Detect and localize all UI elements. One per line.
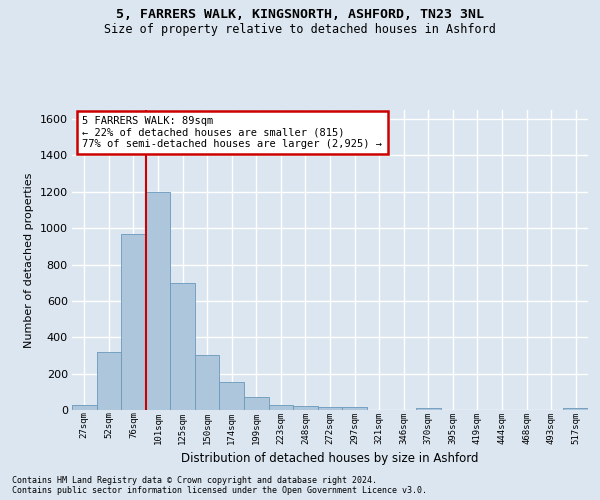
Bar [220, 382, 244, 410]
Bar [318, 408, 342, 410]
Bar [170, 282, 195, 410]
Bar [97, 352, 121, 410]
Text: 5, FARRERS WALK, KINGSNORTH, ASHFORD, TN23 3NL: 5, FARRERS WALK, KINGSNORTH, ASHFORD, TN… [116, 8, 484, 20]
Bar [195, 354, 220, 410]
Bar [244, 398, 269, 410]
X-axis label: Distribution of detached houses by size in Ashford: Distribution of detached houses by size … [181, 452, 479, 465]
Bar [72, 404, 97, 410]
Bar [269, 404, 293, 410]
Bar [121, 234, 146, 410]
Bar [416, 408, 440, 410]
Text: Contains HM Land Registry data © Crown copyright and database right 2024.: Contains HM Land Registry data © Crown c… [12, 476, 377, 485]
Bar [293, 406, 318, 410]
Bar [146, 192, 170, 410]
Text: 5 FARRERS WALK: 89sqm
← 22% of detached houses are smaller (815)
77% of semi-det: 5 FARRERS WALK: 89sqm ← 22% of detached … [82, 116, 382, 149]
Text: Contains public sector information licensed under the Open Government Licence v3: Contains public sector information licen… [12, 486, 427, 495]
Bar [563, 408, 588, 410]
Text: Size of property relative to detached houses in Ashford: Size of property relative to detached ho… [104, 22, 496, 36]
Bar [342, 408, 367, 410]
Y-axis label: Number of detached properties: Number of detached properties [24, 172, 34, 348]
